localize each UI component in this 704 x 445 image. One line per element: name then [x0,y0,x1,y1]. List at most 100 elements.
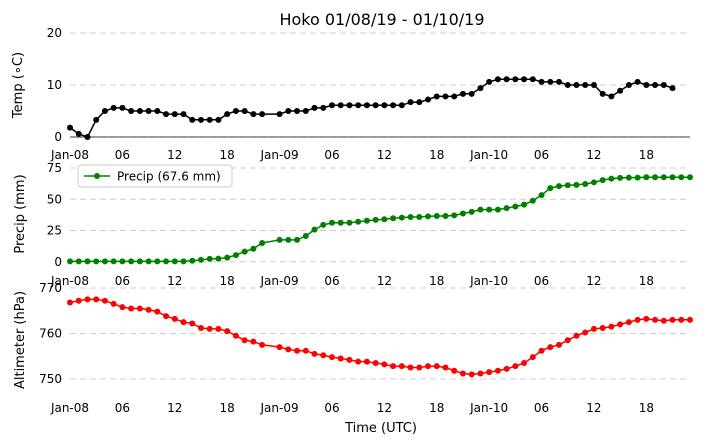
temperature-y-tick-label: 20 [47,26,62,40]
altimeter-data-point [224,328,231,335]
temperature-data-point [294,108,301,114]
altimeter-data-point [285,346,292,353]
precipitation-data-point [512,203,519,210]
precipitation-data-point [573,181,580,188]
precipitation-data-point [687,174,693,181]
altimeter-data-point [328,354,335,361]
altimeter-data-point [93,296,100,303]
precipitation-data-point [346,219,353,226]
altimeter-data-point [590,325,597,332]
altimeter-data-point [617,321,624,328]
altimeter-x-tick-label: 18 [220,401,235,415]
temperature-data-point [582,82,589,88]
altimeter-data-point [355,358,362,365]
temperature-data-point [390,102,397,109]
precipitation-data-point [564,182,571,189]
altimeter-data-point [547,344,554,351]
temperature-data-point [84,134,91,140]
temperature-data-point [224,111,231,118]
altimeter-data-point [311,350,318,357]
temperature-data-point [337,102,344,109]
temperature-data-point [477,85,484,92]
precipitation-y-axis-label: Precip (mm) [13,174,28,253]
altimeter-data-point [101,297,108,304]
temperature-data-point [311,104,318,111]
precipitation-data-point [459,210,466,217]
precipitation-data-point [381,216,388,223]
legend-box [77,164,233,188]
temperature-data-point [189,116,196,123]
temperature-data-point [171,111,178,118]
altimeter-data-point [180,319,187,326]
temperature-x-tick-label: 18 [429,148,444,162]
precipitation-data-point [486,206,493,213]
precipitation-data-point [556,183,563,190]
precipitation-x-tick-label: 06 [534,274,549,288]
precipitation-data-point [625,174,632,181]
altimeter-data-point [459,370,466,377]
altimeter-data-point [477,370,484,377]
precipitation-x-tick-label: 12 [377,274,392,288]
temperature-data-point [442,93,449,100]
altimeter-data-point [468,371,475,378]
temperature-data-point [512,76,519,83]
legend-marker-sample [94,173,100,179]
precipitation-data-point [547,185,554,192]
altimeter-data-point [512,363,519,370]
precipitation-data-point [294,236,301,243]
altimeter-data-point [687,316,693,323]
precipitation-y-tick-label: 25 [47,224,62,238]
precipitation-x-tick-label: 12 [167,274,182,288]
altimeter-data-point [599,325,606,331]
precipitation-data-point [84,258,91,265]
altimeter-x-tick-label: 12 [377,401,392,415]
altimeter-panel: 750 760 770 Jan-08 06 12 18 Jan-09 06 12 18 Jan-10 0… [13,281,693,415]
precipitation-data-point [241,248,248,255]
altimeter-data-point [154,308,161,315]
precipitation-y-tick-label: 0 [54,255,62,269]
altimeter-data-point [163,313,170,320]
altimeter-data-point [119,304,126,311]
precipitation-data-point [285,236,292,243]
temperature-data-point [538,78,545,85]
temperature-data-point [93,116,100,123]
altimeter-x-tick-label: 12 [586,401,601,415]
temperature-data-point [652,82,659,88]
temperature-data-point [302,108,309,114]
altimeter-data-point [206,325,213,332]
altimeter-series-line [69,298,690,376]
temperature-data-point [276,111,283,118]
altimeter-data-point [538,347,545,354]
precipitation-data-point [372,216,379,223]
precipitation-data-point [425,213,432,220]
temperature-x-tick-label: 18 [639,148,654,162]
altimeter-data-point [390,363,397,370]
altimeter-data-point [486,369,493,376]
altimeter-data-point [197,325,204,331]
altimeter-data-point [407,364,414,371]
precipitation-legend: Precip (67.6 mm) [77,164,233,188]
temperature-data-point [101,108,108,114]
temperature-data-point [75,130,82,137]
precipitation-data-point [538,192,545,199]
altimeter-x-tick-label: 06 [534,401,549,415]
altimeter-data-point [171,315,178,322]
precipitation-data-point [320,221,327,228]
precipitation-data-point [93,258,100,265]
temperature-data-point [163,111,170,118]
altimeter-data-point [494,367,501,374]
precipitation-data-point [398,214,405,221]
chart-panels: 0 10 20 Jan-08 06 12 18 Jan-09 06 12 18 Jan-10 06 12 1… [11,26,693,415]
temperature-y-tick-label: 0 [54,130,62,144]
precipitation-data-point [442,213,449,219]
precipitation-x-tick-label: 12 [586,274,601,288]
precipitation-data-point [451,212,458,219]
altimeter-data-point [145,306,152,313]
temperature-x-tick-label: 12 [167,148,182,162]
altimeter-data-point [363,358,370,365]
altimeter-data-point [503,365,510,372]
temperature-data-point [197,116,204,123]
precipitation-data-point [136,258,143,265]
temperature-data-point [494,76,501,83]
